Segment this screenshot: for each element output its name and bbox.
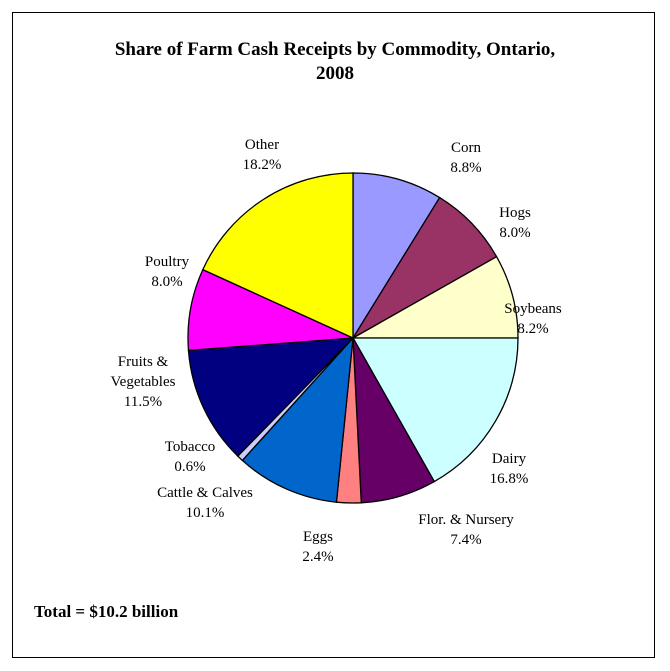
pie-slice-corn: [352, 172, 441, 341]
slice-label-fruits-and-vegetables: Fruits & Vegetables 11.5%: [111, 354, 176, 410]
slice-label-corn: Corn 8.8%: [450, 140, 481, 176]
slice-label-eggs: Eggs 2.4%: [302, 529, 333, 565]
pie-slice-dairy: [351, 337, 519, 483]
slice-label-tobacco: Tobacco 0.6%: [165, 439, 216, 475]
slice-label-soybeans: Soybeans 8.2%: [504, 301, 562, 337]
slice-label-dairy: Dairy 16.8%: [490, 451, 529, 487]
slice-label-poultry: Poultry 8.0%: [145, 254, 190, 290]
chart-title-line-1: Share of Farm Cash Receipts by Commodity…: [114, 39, 556, 60]
pie-slice-other: [201, 172, 354, 340]
slice-label-hogs: Hogs 8.0%: [499, 205, 531, 241]
pie-slice-cattle-and-calves: [241, 336, 354, 503]
chart-title: Share of Farm Cash Receipts by Commodity…: [0, 38, 670, 86]
slice-label-cattle-and-calves: Cattle & Calves 10.1%: [157, 485, 253, 521]
chart-title-line-2: 2008: [316, 63, 354, 84]
total-label: Total = $10.2 billion: [34, 602, 179, 621]
slice-label-flor-and-nursery: Flor. & Nursery 7.4%: [418, 512, 514, 548]
slice-label-other: Other 18.2%: [243, 137, 282, 173]
pie-slice-fruits-and-vegetables: [187, 337, 355, 458]
